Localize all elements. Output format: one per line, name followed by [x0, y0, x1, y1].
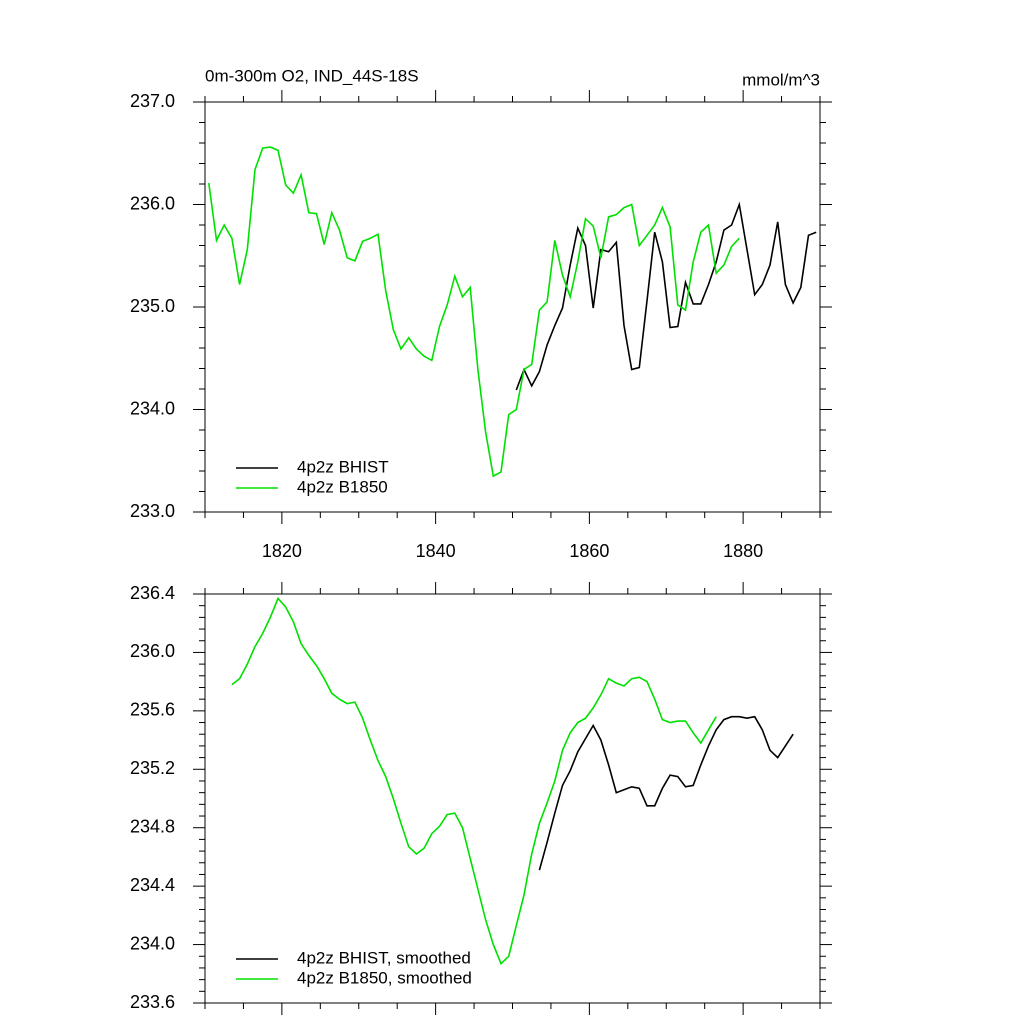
legend-label: 4p2z B1850, smoothed [297, 968, 472, 987]
y-tick-label: 234.4 [130, 875, 175, 895]
y-tick-label: 233.0 [130, 501, 175, 521]
legend-label: 4p2z B1850 [297, 477, 388, 496]
x-tick-label: 1860 [569, 541, 609, 561]
series-line [208, 146, 740, 478]
x-tick-label: 1820 [262, 541, 302, 561]
chart-title: 0m-300m O2, IND_44S-18S [205, 66, 419, 85]
series-line [515, 201, 817, 391]
x-tick-label: 1880 [723, 541, 763, 561]
series-line [231, 596, 717, 965]
y-tick-label: 236.0 [130, 641, 175, 661]
y-tick-label: 235.2 [130, 758, 175, 778]
y-tick-label: 235.6 [130, 700, 175, 720]
units-label: mmol/m^3 [742, 70, 820, 89]
y-tick-label: 235.0 [130, 296, 175, 316]
y-tick-label: 236.4 [130, 583, 175, 603]
y-tick-label: 234.0 [130, 398, 175, 418]
x-tick-label: 1840 [416, 541, 456, 561]
legend-label: 4p2z BHIST [297, 457, 389, 476]
y-tick-label: 237.0 [130, 91, 175, 111]
series-line [538, 715, 794, 871]
plot-frame [204, 101, 821, 513]
y-tick-label: 234.8 [130, 816, 175, 836]
y-tick-label: 233.6 [130, 992, 175, 1012]
y-tick-label: 234.0 [130, 933, 175, 953]
legend-label: 4p2z BHIST, smoothed [297, 948, 471, 967]
y-tick-label: 236.0 [130, 193, 175, 213]
